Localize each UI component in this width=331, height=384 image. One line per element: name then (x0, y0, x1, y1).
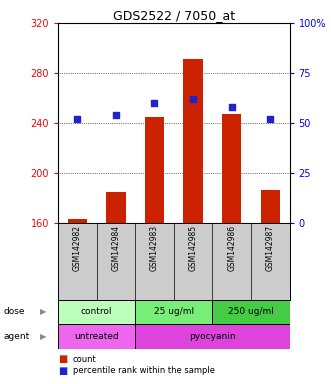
Text: ▶: ▶ (40, 308, 46, 316)
Text: agent: agent (3, 333, 29, 341)
Bar (135, 324, 290, 349)
Text: GSM142985: GSM142985 (189, 225, 198, 271)
Text: ■: ■ (58, 366, 67, 376)
Text: ▶: ▶ (40, 333, 46, 341)
Bar (106, 192, 125, 223)
Bar (213, 300, 290, 324)
Point (152, 100, 157, 106)
Bar (145, 117, 164, 223)
Text: 250 ug/ml: 250 ug/ml (228, 308, 274, 316)
Text: percentile rank within the sample: percentile rank within the sample (73, 366, 215, 375)
Text: pyocyanin: pyocyanin (189, 333, 236, 341)
Bar (135, 300, 213, 324)
Text: GSM142983: GSM142983 (150, 225, 159, 271)
Point (74, 116, 80, 122)
Text: ■: ■ (58, 354, 67, 364)
Text: GSM142986: GSM142986 (227, 225, 236, 271)
Bar (260, 190, 280, 223)
Bar (58, 300, 135, 324)
Text: GSM142982: GSM142982 (73, 225, 82, 271)
Bar (222, 114, 241, 223)
Text: untreated: untreated (74, 333, 119, 341)
Bar (68, 219, 87, 223)
Bar (183, 59, 203, 223)
Point (190, 96, 196, 102)
Title: GDS2522 / 7050_at: GDS2522 / 7050_at (113, 9, 235, 22)
Text: GSM142984: GSM142984 (111, 225, 120, 271)
Text: GSM142987: GSM142987 (266, 225, 275, 271)
Point (229, 104, 234, 110)
Text: 25 ug/ml: 25 ug/ml (154, 308, 194, 316)
Text: control: control (81, 308, 112, 316)
Text: dose: dose (3, 308, 25, 316)
Text: count: count (73, 354, 97, 364)
Point (113, 112, 118, 118)
Point (268, 116, 273, 122)
Bar (58, 324, 135, 349)
